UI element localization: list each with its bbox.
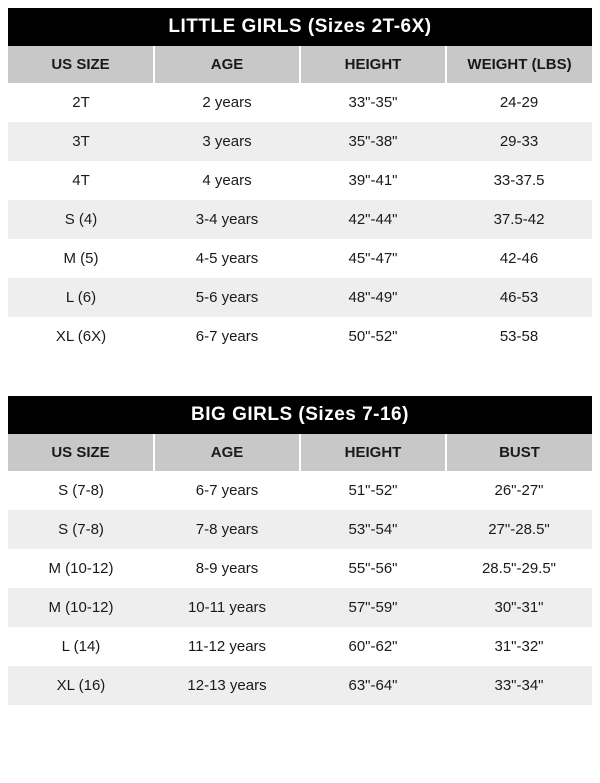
cell-age: 7-8 years: [154, 510, 300, 549]
cell-height: 39"-41": [300, 161, 446, 200]
cell-size: XL (6X): [8, 317, 154, 356]
cell-height: 50"-52": [300, 317, 446, 356]
cell-age: 4-5 years: [154, 239, 300, 278]
cell-age: 10-11 years: [154, 588, 300, 627]
column-header: BUST: [446, 434, 592, 471]
cell-bust: 31"-32": [446, 627, 592, 666]
cell-size: 2T: [8, 83, 154, 122]
cell-bust: 33"-34": [446, 666, 592, 705]
cell-size: 4T: [8, 161, 154, 200]
table-row: XL (6X) 6-7 years 50"-52" 53-58: [8, 317, 592, 356]
table-header-row: US SIZE AGE HEIGHT BUST: [8, 434, 592, 471]
cell-height: 51"-52": [300, 471, 446, 510]
cell-bust: 26"-27": [446, 471, 592, 510]
table-row: L (6) 5-6 years 48"-49" 46-53: [8, 278, 592, 317]
table-row: S (7-8) 6-7 years 51"-52" 26"-27": [8, 471, 592, 510]
column-header: HEIGHT: [300, 46, 446, 83]
column-header: US SIZE: [8, 434, 154, 471]
table-row: M (5) 4-5 years 45"-47" 42-46: [8, 239, 592, 278]
cell-weight: 53-58: [446, 317, 592, 356]
cell-height: 60"-62": [300, 627, 446, 666]
table-header-row: US SIZE AGE HEIGHT WEIGHT (LBS): [8, 46, 592, 83]
cell-age: 3 years: [154, 122, 300, 161]
cell-weight: 46-53: [446, 278, 592, 317]
cell-age: 11-12 years: [154, 627, 300, 666]
table-row: 4T 4 years 39"-41" 33-37.5: [8, 161, 592, 200]
table-title-row: LITTLE GIRLS (Sizes 2T-6X): [8, 8, 592, 46]
cell-age: 2 years: [154, 83, 300, 122]
cell-size: S (7-8): [8, 510, 154, 549]
cell-size: M (10-12): [8, 549, 154, 588]
column-header: WEIGHT (LBS): [446, 46, 592, 83]
table-row: M (10-12) 8-9 years 55"-56" 28.5"-29.5": [8, 549, 592, 588]
cell-age: 6-7 years: [154, 317, 300, 356]
table-title-row: BIG GIRLS (Sizes 7-16): [8, 396, 592, 434]
size-table-big-girls: BIG GIRLS (Sizes 7-16) US SIZE AGE HEIGH…: [8, 396, 592, 705]
table-row: M (10-12) 10-11 years 57"-59" 30"-31": [8, 588, 592, 627]
column-header: HEIGHT: [300, 434, 446, 471]
cell-weight: 37.5-42: [446, 200, 592, 239]
table-row: S (4) 3-4 years 42"-44" 37.5-42: [8, 200, 592, 239]
cell-size: M (10-12): [8, 588, 154, 627]
table-row: XL (16) 12-13 years 63"-64" 33"-34": [8, 666, 592, 705]
cell-height: 53"-54": [300, 510, 446, 549]
cell-height: 42"-44": [300, 200, 446, 239]
cell-age: 3-4 years: [154, 200, 300, 239]
cell-size: M (5): [8, 239, 154, 278]
cell-height: 55"-56": [300, 549, 446, 588]
cell-weight: 42-46: [446, 239, 592, 278]
cell-weight: 33-37.5: [446, 161, 592, 200]
cell-size: S (4): [8, 200, 154, 239]
cell-weight: 24-29: [446, 83, 592, 122]
column-header: AGE: [154, 46, 300, 83]
table-row: S (7-8) 7-8 years 53"-54" 27"-28.5": [8, 510, 592, 549]
cell-bust: 28.5"-29.5": [446, 549, 592, 588]
cell-height: 33"-35": [300, 83, 446, 122]
size-table-little-girls: LITTLE GIRLS (Sizes 2T-6X) US SIZE AGE H…: [8, 8, 592, 356]
cell-age: 8-9 years: [154, 549, 300, 588]
cell-size: L (6): [8, 278, 154, 317]
cell-size: XL (16): [8, 666, 154, 705]
cell-age: 6-7 years: [154, 471, 300, 510]
column-header: US SIZE: [8, 46, 154, 83]
cell-size: L (14): [8, 627, 154, 666]
table-title: LITTLE GIRLS (Sizes 2T-6X): [8, 8, 592, 46]
cell-bust: 30"-31": [446, 588, 592, 627]
cell-height: 57"-59": [300, 588, 446, 627]
cell-height: 63"-64": [300, 666, 446, 705]
cell-size: S (7-8): [8, 471, 154, 510]
table-title: BIG GIRLS (Sizes 7-16): [8, 396, 592, 434]
cell-bust: 27"-28.5": [446, 510, 592, 549]
cell-age: 12-13 years: [154, 666, 300, 705]
cell-height: 45"-47": [300, 239, 446, 278]
cell-age: 4 years: [154, 161, 300, 200]
cell-weight: 29-33: [446, 122, 592, 161]
table-row: 3T 3 years 35"-38" 29-33: [8, 122, 592, 161]
column-header: AGE: [154, 434, 300, 471]
cell-size: 3T: [8, 122, 154, 161]
cell-age: 5-6 years: [154, 278, 300, 317]
table-row: 2T 2 years 33"-35" 24-29: [8, 83, 592, 122]
cell-height: 35"-38": [300, 122, 446, 161]
table-row: L (14) 11-12 years 60"-62" 31"-32": [8, 627, 592, 666]
cell-height: 48"-49": [300, 278, 446, 317]
